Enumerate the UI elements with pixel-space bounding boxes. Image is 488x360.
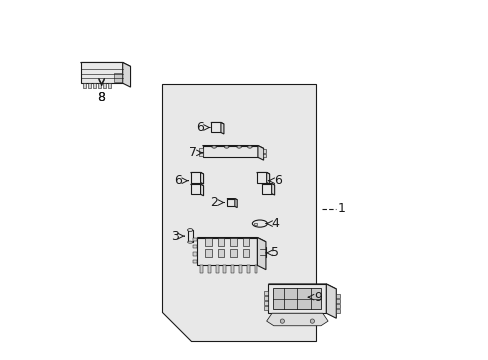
Bar (199, 152, 202, 156)
Bar (242, 238, 248, 246)
Bar (254, 265, 257, 273)
Bar (187, 230, 192, 242)
Text: 3: 3 (170, 230, 179, 243)
Polygon shape (271, 184, 274, 195)
Ellipse shape (236, 146, 241, 148)
Bar (246, 265, 249, 273)
Polygon shape (197, 238, 265, 242)
Text: 6: 6 (273, 174, 281, 187)
Polygon shape (261, 184, 274, 185)
Ellipse shape (211, 146, 216, 148)
Polygon shape (190, 172, 203, 174)
Polygon shape (162, 84, 315, 341)
Bar (335, 299, 340, 303)
Text: 6: 6 (174, 174, 182, 187)
Polygon shape (234, 199, 237, 208)
Polygon shape (268, 284, 325, 313)
Ellipse shape (224, 146, 228, 148)
Bar (335, 294, 340, 298)
Circle shape (309, 319, 314, 323)
Polygon shape (325, 284, 336, 318)
Polygon shape (122, 63, 130, 87)
Bar (193, 238, 197, 241)
Bar (205, 249, 211, 257)
Bar (230, 249, 236, 257)
Polygon shape (202, 145, 263, 148)
Bar (88, 83, 91, 88)
Circle shape (280, 319, 284, 323)
Polygon shape (190, 172, 200, 183)
Polygon shape (226, 199, 237, 200)
Bar (217, 249, 224, 257)
Bar (242, 249, 248, 257)
Bar (263, 301, 268, 305)
Bar (193, 245, 197, 248)
Polygon shape (197, 238, 257, 265)
Bar (263, 306, 268, 310)
Bar (199, 148, 202, 152)
Text: 1: 1 (337, 202, 345, 215)
Bar (263, 291, 268, 295)
Bar (98, 83, 101, 88)
Polygon shape (200, 184, 203, 196)
Bar (114, 73, 122, 82)
Polygon shape (210, 122, 221, 132)
Polygon shape (226, 199, 234, 206)
Bar (335, 304, 340, 308)
Bar (223, 265, 226, 273)
Bar (193, 260, 197, 263)
Bar (254, 222, 257, 225)
Polygon shape (268, 284, 336, 289)
Bar (259, 247, 265, 257)
Ellipse shape (187, 241, 192, 243)
Text: 4: 4 (271, 217, 279, 230)
Text: 8: 8 (98, 91, 105, 104)
Bar (263, 149, 266, 153)
Bar (205, 238, 211, 246)
Polygon shape (266, 172, 269, 184)
Bar (263, 154, 266, 157)
Bar (200, 265, 203, 273)
Polygon shape (81, 63, 122, 83)
Polygon shape (256, 172, 266, 183)
Ellipse shape (252, 220, 267, 227)
Polygon shape (200, 172, 203, 184)
Bar (335, 309, 340, 313)
Text: 9: 9 (313, 291, 322, 304)
Text: 8: 8 (98, 91, 105, 104)
Polygon shape (257, 238, 265, 270)
Bar (231, 265, 234, 273)
Polygon shape (257, 145, 263, 160)
Bar (239, 265, 242, 273)
Bar (215, 265, 218, 273)
Polygon shape (190, 184, 200, 194)
Polygon shape (202, 145, 257, 157)
Ellipse shape (187, 229, 192, 231)
Ellipse shape (247, 146, 252, 148)
Bar (273, 288, 321, 309)
Polygon shape (266, 313, 327, 326)
Bar (193, 252, 197, 256)
Polygon shape (221, 122, 224, 134)
Polygon shape (261, 184, 271, 194)
Bar (207, 265, 210, 273)
Bar (230, 238, 236, 246)
Text: 7: 7 (189, 147, 197, 159)
Bar (263, 296, 268, 300)
Bar (103, 83, 106, 88)
Text: 2: 2 (210, 196, 218, 209)
Polygon shape (190, 184, 203, 186)
Text: 5: 5 (271, 246, 279, 259)
Bar (83, 83, 86, 88)
Polygon shape (81, 63, 130, 66)
Polygon shape (210, 122, 224, 124)
Polygon shape (256, 172, 269, 174)
Bar (93, 83, 96, 88)
Text: 6: 6 (196, 121, 203, 134)
Bar (108, 83, 111, 88)
Bar (217, 238, 224, 246)
